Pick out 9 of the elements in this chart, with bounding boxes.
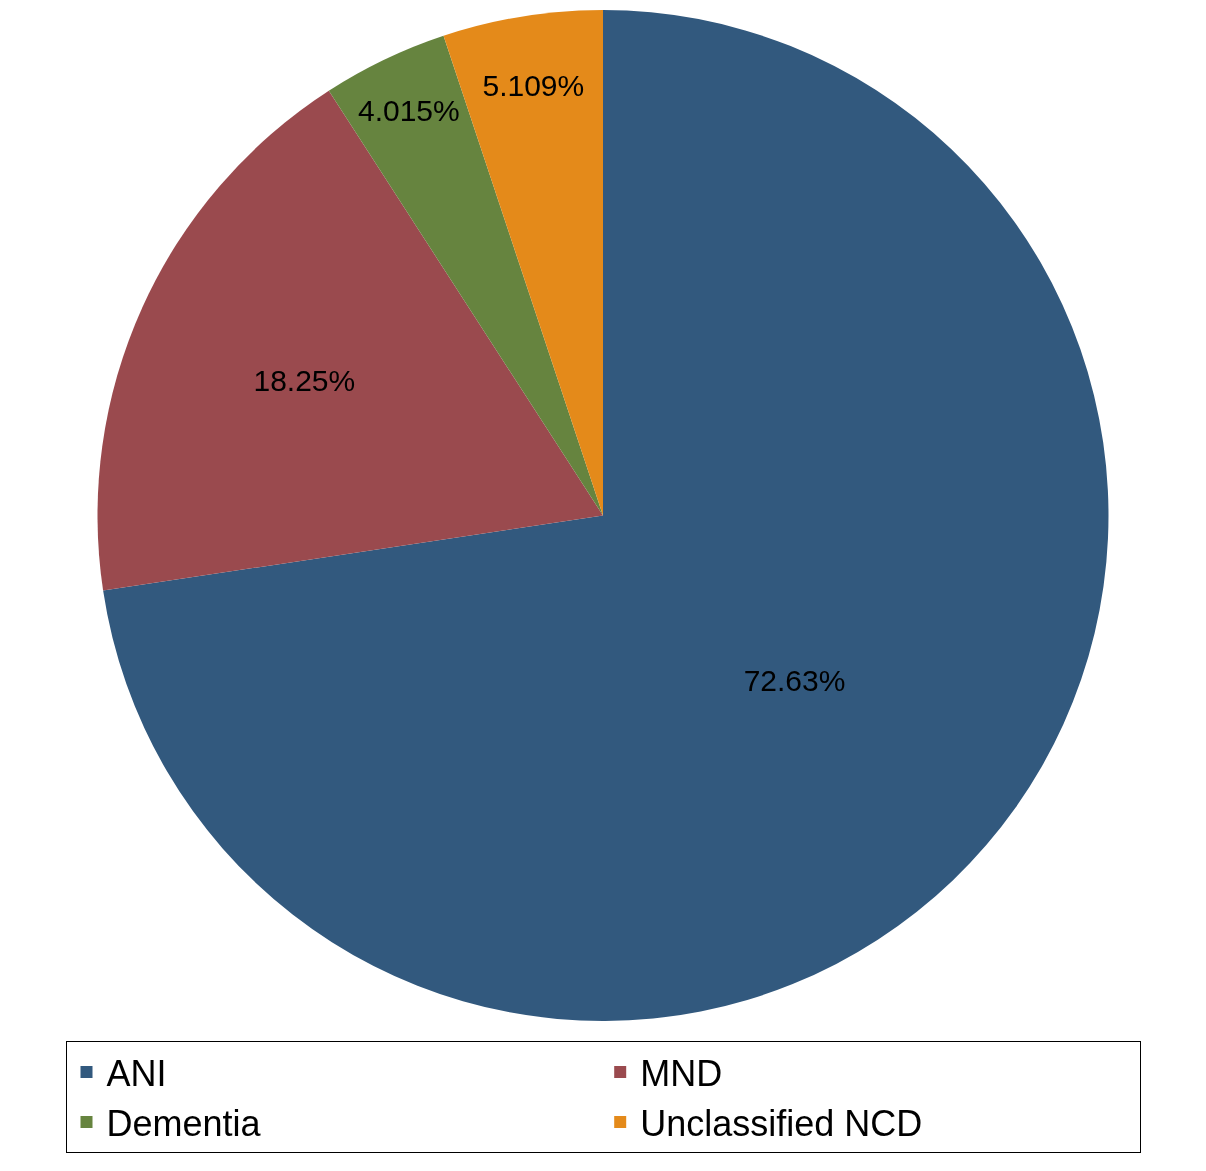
legend-label: Unclassified NCD: [640, 1102, 923, 1144]
data-label: 72.63%: [743, 663, 846, 697]
data-label: 18.25%: [253, 364, 356, 398]
pie-slice: [103, 10, 1108, 1021]
data-label: 4.015%: [357, 94, 460, 128]
legend-label: MND: [640, 1053, 723, 1095]
data-label: 5.109%: [482, 68, 585, 102]
legend-label: Dementia: [106, 1102, 262, 1144]
legend-label: ANI: [106, 1053, 167, 1095]
